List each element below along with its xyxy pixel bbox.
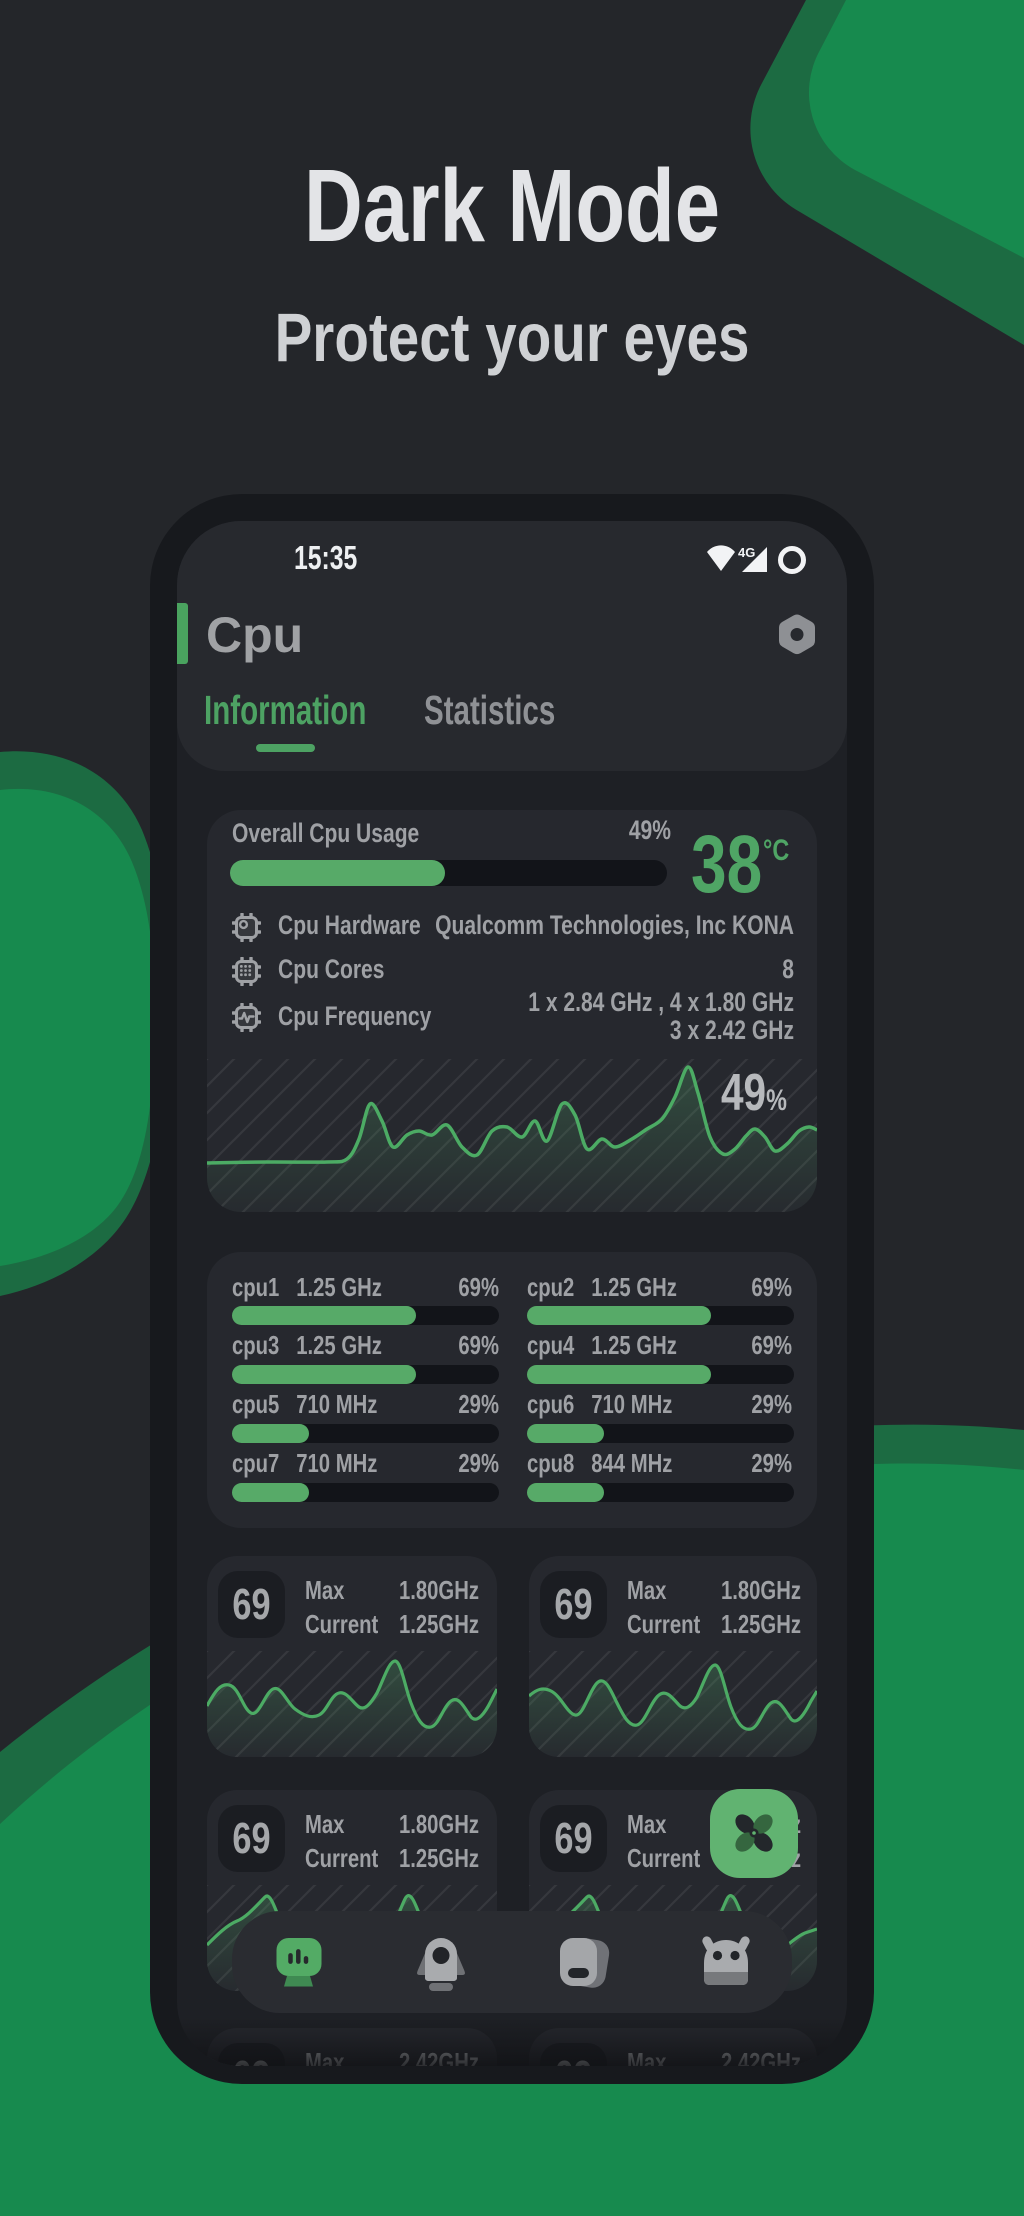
svg-text:4G: 4G xyxy=(738,545,755,560)
svg-text:49%: 49% xyxy=(721,1063,787,1121)
